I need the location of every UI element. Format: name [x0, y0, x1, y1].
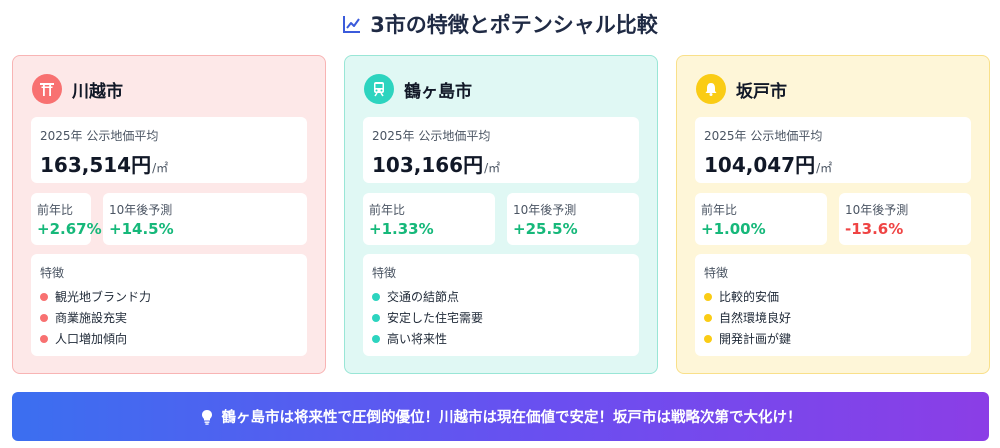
- city-card-tsurugashima: 鶴ヶ島市 2025年 公示地価平均 103,166円/㎡ 前年比 +1.33% …: [344, 55, 658, 374]
- features-list: 交通の結節点 安定した住宅需要 高い将来性: [372, 286, 483, 349]
- land-price-label: 2025年 公示地価平均: [372, 129, 491, 143]
- forecast-value: +25.5%: [513, 220, 578, 238]
- forecast-label: 10年後予測: [109, 203, 173, 217]
- yoy-label: 前年比: [37, 203, 74, 217]
- land-price-box: 2025年 公示地価平均 103,166円/㎡: [363, 117, 639, 183]
- features-box: 特徴 観光地ブランド力 商業施設充実 人口増加傾向: [31, 254, 307, 356]
- yoy-label: 前年比: [369, 203, 406, 217]
- bullet-dot-icon: [40, 313, 48, 322]
- train-icon: [364, 74, 394, 104]
- feature-item: 観光地ブランド力: [40, 286, 151, 307]
- city-card-kawagoe: 川越市 2025年 公示地価平均 163,514円/㎡ 前年比 +2.67% 1…: [12, 55, 326, 374]
- city-name: 坂戸市: [736, 81, 787, 102]
- bullet-dot-icon: [704, 313, 712, 322]
- torii-gate-icon: [32, 74, 62, 104]
- city-card-sakado: 坂戸市 2025年 公示地価平均 104,047円/㎡ 前年比 +1.00% 1…: [676, 55, 990, 374]
- feature-item: 商業施設充実: [40, 307, 151, 328]
- land-price-label: 2025年 公示地価平均: [40, 129, 159, 143]
- land-price-value: 104,047円/㎡: [704, 153, 833, 177]
- forecast-box: 10年後予測 +25.5%: [507, 193, 639, 245]
- lightbulb-icon: [201, 409, 212, 425]
- features-list: 観光地ブランド力 商業施設充実 人口増加傾向: [40, 286, 151, 349]
- features-label: 特徴: [40, 266, 65, 280]
- yoy-value: +1.00%: [701, 220, 766, 238]
- features-box: 特徴 交通の結節点 安定した住宅需要 高い将来性: [363, 254, 639, 356]
- land-price-box: 2025年 公示地価平均 163,514円/㎡: [31, 117, 307, 183]
- chart-line-icon: [343, 16, 361, 33]
- summary-banner: 鶴ヶ島市は将来性で圧倒的優位！川越市は現在価値で安定！坂戸市は戦略次第で大化け！: [12, 392, 989, 441]
- feature-item: 高い将来性: [372, 328, 483, 349]
- forecast-value: +14.5%: [109, 220, 174, 238]
- forecast-label: 10年後予測: [513, 203, 577, 217]
- land-price-box: 2025年 公示地価平均 104,047円/㎡: [695, 117, 971, 183]
- yoy-value: +2.67%: [37, 220, 102, 238]
- forecast-value: -13.6%: [845, 220, 904, 238]
- forecast-box: 10年後予測 -13.6%: [839, 193, 971, 245]
- yoy-box: 前年比 +1.33%: [363, 193, 495, 245]
- page-title-text: 3市の特徴とポテンシャル比較: [370, 13, 658, 37]
- feature-item: 人口増加傾向: [40, 328, 151, 349]
- page-title: 3市の特徴とポテンシャル比較: [0, 8, 1000, 40]
- bullet-dot-icon: [372, 292, 380, 301]
- features-label: 特徴: [372, 266, 397, 280]
- forecast-label: 10年後予測: [845, 203, 909, 217]
- yoy-value: +1.33%: [369, 220, 434, 238]
- yoy-box: 前年比 +1.00%: [695, 193, 827, 245]
- features-box: 特徴 比較的安価 自然環境良好 開発計画が鍵: [695, 254, 971, 356]
- feature-item: 交通の結節点: [372, 286, 483, 307]
- bell-icon: [696, 74, 726, 104]
- land-price-value: 103,166円/㎡: [372, 153, 501, 177]
- bullet-dot-icon: [40, 292, 48, 301]
- yoy-box: 前年比 +2.67%: [31, 193, 102, 245]
- feature-item: 安定した住宅需要: [372, 307, 483, 328]
- features-label: 特徴: [704, 266, 729, 280]
- land-price-label: 2025年 公示地価平均: [704, 129, 823, 143]
- land-price-value: 163,514円/㎡: [40, 153, 169, 177]
- yoy-label: 前年比: [701, 203, 738, 217]
- city-name: 川越市: [72, 81, 123, 102]
- bullet-dot-icon: [704, 292, 712, 301]
- forecast-box: 10年後予測 +14.5%: [103, 193, 307, 245]
- bullet-dot-icon: [40, 334, 48, 343]
- feature-item: 開発計画が鍵: [704, 328, 791, 349]
- bullet-dot-icon: [704, 334, 712, 343]
- summary-banner-text: 鶴ヶ島市は将来性で圧倒的優位！川越市は現在価値で安定！坂戸市は戦略次第で大化け！: [221, 410, 802, 426]
- city-name: 鶴ヶ島市: [404, 81, 472, 102]
- feature-item: 比較的安価: [704, 286, 791, 307]
- bullet-dot-icon: [372, 313, 380, 322]
- bullet-dot-icon: [372, 334, 380, 343]
- features-list: 比較的安価 自然環境良好 開発計画が鍵: [704, 286, 791, 349]
- feature-item: 自然環境良好: [704, 307, 791, 328]
